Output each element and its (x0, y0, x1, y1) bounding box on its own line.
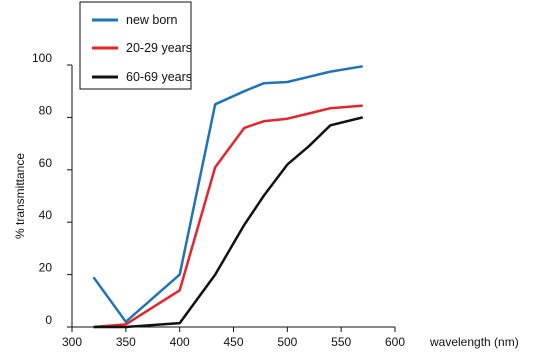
x-tick-label: 300 (62, 335, 82, 349)
legend-label-1: new born (126, 13, 177, 27)
y-tick-label: 20 (39, 261, 53, 275)
x-tick-label: 550 (331, 335, 351, 349)
x-ticks: 300 350 400 450 500 550 600 (62, 327, 405, 349)
y-ticks: 0 20 40 60 80 100 (32, 51, 72, 328)
x-tick-label: 400 (170, 335, 190, 349)
legend-box (79, 1, 192, 90)
x-tick-label: 350 (116, 335, 136, 349)
y-tick-label: 100 (32, 51, 52, 65)
series-group (92, 65, 363, 329)
legend-label-3: 60-69 years (126, 70, 192, 84)
x-axis-title: wavelength (nm) (429, 335, 519, 349)
y-tick-label: 0 (45, 313, 52, 327)
axes (71, 65, 395, 328)
series-line-2 (93, 104, 363, 329)
x-tick-label: 600 (385, 335, 405, 349)
legend: new born 20-29 years 60-69 years (92, 13, 192, 84)
y-tick-label: 60 (39, 156, 53, 170)
x-tick-label: 450 (223, 335, 243, 349)
y-tick-label: 40 (39, 208, 53, 222)
series-line-1 (92, 65, 363, 324)
legend-label-2: 20-29 years (126, 41, 192, 55)
x-tick-label: 500 (277, 335, 297, 349)
y-axis-title: % transmittance (13, 153, 27, 239)
series-line-3 (93, 116, 363, 329)
y-tick-label: 80 (39, 103, 53, 117)
